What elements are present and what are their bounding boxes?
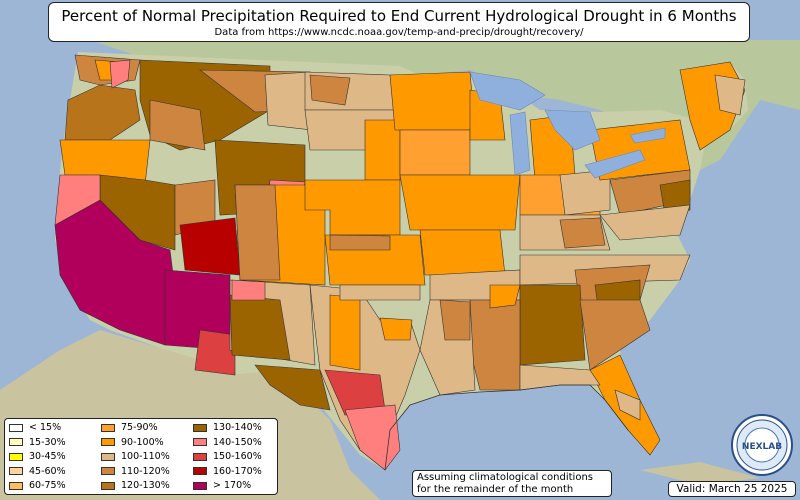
- legend-label: 110-120%: [121, 465, 170, 477]
- legend-label: 90-100%: [121, 436, 164, 448]
- legend-item: 120-130%: [101, 480, 170, 491]
- legend-label: 120-130%: [121, 480, 170, 491]
- legend-label: > 170%: [213, 480, 252, 491]
- legend-item: 150-160%: [193, 451, 262, 462]
- legend-swatch: [193, 481, 207, 490]
- logo-text: NEXLAB: [742, 442, 782, 452]
- legend-item: 130-140%: [193, 422, 262, 433]
- legend-label: 15-30%: [29, 436, 66, 448]
- legend-swatch: [101, 481, 115, 490]
- legend-item: 30-45%: [9, 451, 66, 462]
- legend-swatch: [193, 452, 207, 461]
- legend-item: 100-110%: [101, 451, 170, 462]
- legend-item: 75-90%: [101, 422, 158, 433]
- legend-swatch: [101, 452, 115, 461]
- legend-item: > 170%: [193, 480, 251, 491]
- legend-swatch: [101, 467, 115, 475]
- legend-label: 60-75%: [29, 480, 66, 491]
- legend-item: 15-30%: [9, 437, 66, 448]
- legend-item: 90-100%: [101, 437, 164, 448]
- assumption-note-line-2: for the remainder of the month: [417, 484, 574, 495]
- legend-swatch: [9, 481, 23, 490]
- legend-label: 100-110%: [121, 451, 170, 462]
- legend-label: 150-160%: [213, 451, 262, 462]
- legend-label: 75-90%: [121, 422, 158, 433]
- legend-item: 60-75%: [9, 480, 66, 491]
- legend-item: 140-150%: [193, 437, 262, 448]
- assumption-note-line-1: Assuming climatological conditions: [417, 472, 593, 483]
- legend-item: < 15%: [9, 422, 61, 433]
- legend-swatch: [101, 423, 115, 432]
- legend-label: 30-45%: [29, 451, 66, 462]
- valid-date: Valid: March 25 2025: [668, 481, 796, 497]
- legend-swatch: [9, 438, 23, 446]
- legend-swatch: [193, 423, 207, 432]
- legend-swatch: [9, 467, 23, 475]
- legend-label: < 15%: [29, 422, 62, 433]
- legend-item: 160-170%: [193, 466, 262, 477]
- map-subtitle: Data from https://www.ncdc.noaa.gov/temp…: [214, 27, 584, 38]
- legend-label: 160-170%: [213, 465, 262, 477]
- map-title: Percent of Normal Precipitation Required…: [61, 7, 737, 25]
- legend-swatch: [9, 423, 23, 432]
- legend-swatch: [193, 467, 207, 475]
- legend-label: 130-140%: [213, 422, 262, 433]
- legend-swatch: [101, 438, 115, 446]
- legend-item: 45-60%: [9, 466, 66, 477]
- legend: < 15% 15-30% 30-45% 45-60% 60-75% 75-90% 90-10…: [4, 418, 278, 495]
- assumption-note: Assuming climatological conditions for t…: [412, 470, 612, 497]
- legend-item: 110-120%: [101, 466, 170, 477]
- legend-swatch: [9, 452, 23, 461]
- legend-swatch: [193, 438, 207, 446]
- legend-label: 140-150%: [213, 436, 262, 448]
- legend-label: 45-60%: [29, 465, 66, 477]
- title-box: Percent of Normal Precipitation Required…: [48, 2, 750, 42]
- nex-lab-logo-icon: NEXLAB: [731, 414, 793, 476]
